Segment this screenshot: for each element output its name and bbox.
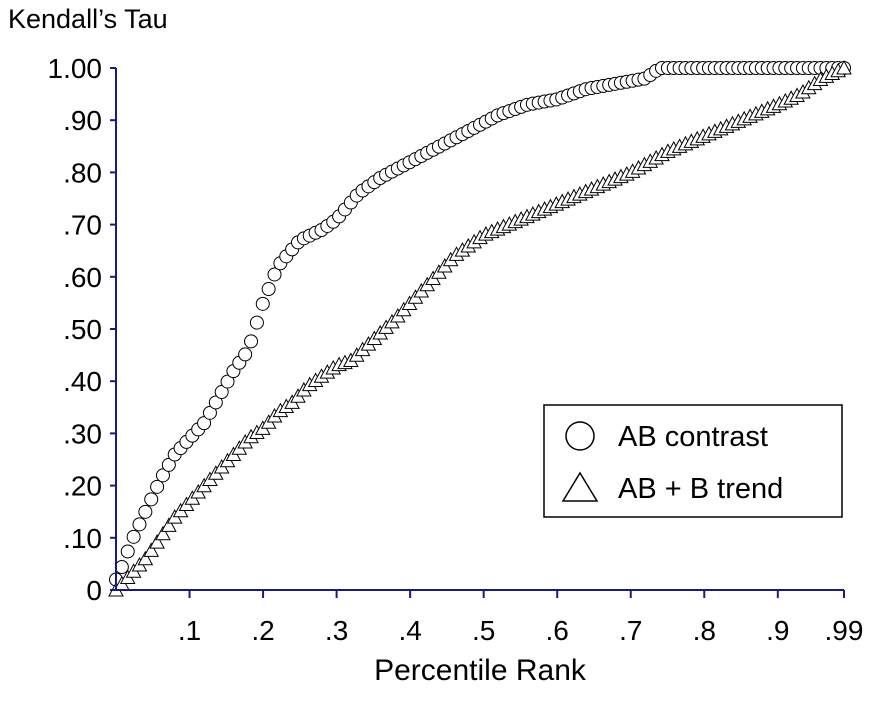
legend-triangle-icon [561,471,599,502]
y-tick-label: 0 [86,575,102,606]
y-tick-label: .30 [63,418,102,449]
y-axis-title: Kendall’s Tau [8,4,168,34]
x-tick-label: .8 [693,615,716,646]
circle-point [255,296,270,311]
x-tick-label: .5 [472,615,495,646]
y-tick-label: .70 [63,210,102,241]
y-tick-label: .20 [63,471,102,502]
x-tick-label: .9 [766,615,789,646]
y-tick-label: .40 [63,366,102,397]
circle-point [214,385,229,400]
triangle-point [161,517,177,532]
circle-point [238,347,253,362]
circle-point [132,517,147,532]
circle-point [208,395,223,410]
x-tick-label: .1 [178,615,201,646]
triangle-point [836,59,852,75]
circle-point [161,457,176,472]
y-tick-label: .90 [63,105,102,136]
circle-point [126,529,141,544]
triangle-point [143,542,160,557]
x-tick-label: .2 [251,615,274,646]
y-tick-label: .80 [63,157,102,188]
x-axis-title: Percentile Rank [374,654,587,687]
circle-point [249,315,264,330]
y-tick-label: .50 [63,314,102,345]
triangle-point [155,525,171,541]
series-1 [109,61,851,587]
ticks-layer: 0 .10 .20 .30 .40 .50 .60 .70 .80 .90 1.00 .1 .2 .3 .4… [48,53,864,646]
series-layer [108,59,852,597]
circle-point [261,282,276,297]
x-tick-label: .6 [546,615,569,646]
circle-point [120,544,135,559]
y-tick-label: .60 [63,262,102,293]
circle-point [220,374,235,389]
triangle-point [137,550,154,566]
circle-point [244,334,259,349]
circle-point [144,492,159,507]
series-2 [108,59,852,597]
triangle-point [149,534,165,549]
x-tick-label: .99 [825,615,864,646]
legend: AB contrast AB + B trend [543,404,843,518]
x-tick-label: .3 [325,615,348,646]
circle-point [138,504,153,519]
x-tick-label: .4 [398,615,421,646]
circle-point [155,468,170,483]
y-tick-label: .10 [63,523,102,554]
circle-point [267,267,282,282]
circle-point [114,560,129,575]
circle-point [150,479,165,494]
legend-label-ab-contrast: AB contrast [618,421,768,453]
legend-circle-icon [565,421,595,451]
circle-point [202,405,217,420]
legend-label-ab-b-trend: AB + B trend [618,473,783,505]
y-tick-label: 1.00 [48,53,103,84]
x-tick-label: .7 [619,615,642,646]
